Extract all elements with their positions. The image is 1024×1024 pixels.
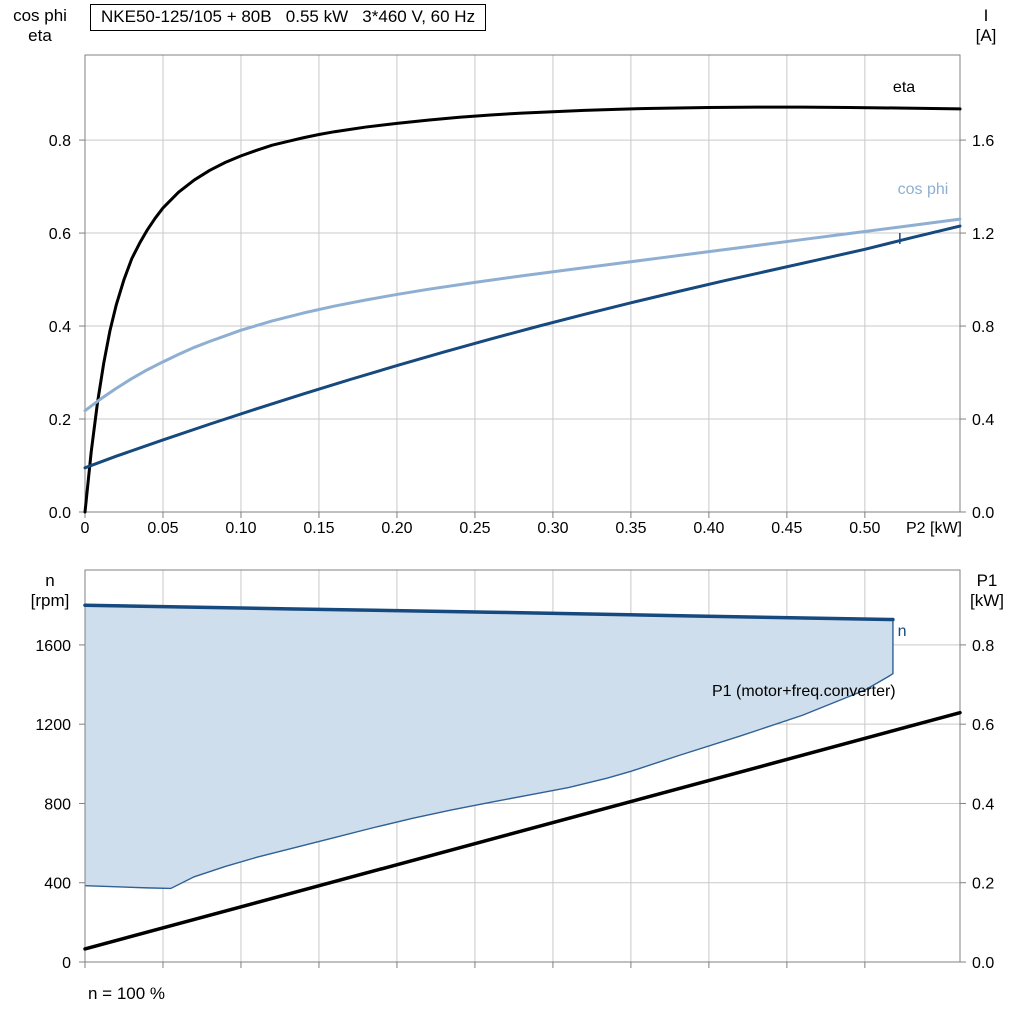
p1-axis-label-line2: [kW] <box>970 591 1004 610</box>
top-x-axis-unit-label: P2 [kW] <box>906 520 962 537</box>
top-x-tick-label: 0.05 <box>147 520 178 537</box>
top-annotation-cos-phi: cos phi <box>898 181 949 198</box>
speed-percent-note: n = 100 % <box>88 984 166 1003</box>
top-chart-left-axis-label: cos phi eta <box>4 6 76 46</box>
top-left-tick-label: 0.0 <box>49 505 71 522</box>
top-x-tick-label: 0.20 <box>381 520 412 537</box>
top-right-tick-label: 1.6 <box>972 133 994 150</box>
top-x-tick-label: 0.45 <box>771 520 802 537</box>
cos-phi-curve <box>83 217 962 413</box>
bottom-chart-right-axis-label: P1 [kW] <box>956 571 1018 611</box>
top-left-tick-label: 0.8 <box>49 133 71 150</box>
p1-motor-freq-converter-curve <box>83 710 962 951</box>
bottom-left-tick-label: 800 <box>44 796 71 813</box>
chart-title-box: NKE50-125/105 + 80B 0.55 kW 3*460 V, 60 … <box>90 4 487 31</box>
bottom-chart: 0 400 800 1200 1600 0.0 0.2 0.4 0.6 0.8 n P1 (motor… <box>35 569 994 972</box>
bottom-right-tick-label: 0.8 <box>972 638 994 655</box>
top-x-tick-label: 0.35 <box>615 520 646 537</box>
right-axis-label-line2: [A] <box>975 26 997 45</box>
top-x-tick-label: 0 <box>81 520 90 537</box>
p1-axis-label-line1: P1 <box>976 571 998 590</box>
top-x-tick-label: 0.15 <box>303 520 334 537</box>
bottom-tick-marks <box>79 644 966 968</box>
n-axis-label-line1: n <box>45 571 55 590</box>
top-x-tick-label: 0.10 <box>225 520 256 537</box>
right-axis-label-line1: I <box>983 6 989 25</box>
bottom-chart-left-axis-label: n [rpm] <box>14 571 86 611</box>
current-I-curve <box>83 224 962 470</box>
top-x-tick-label: 0.50 <box>849 520 880 537</box>
bottom-annotation-n: n <box>898 623 907 640</box>
bottom-right-tick-label: 0.2 <box>972 876 994 893</box>
top-right-tick-label: 0.4 <box>972 412 994 429</box>
top-right-tick-label: 0.0 <box>972 505 994 522</box>
speed-control-region-edge <box>84 619 894 890</box>
top-left-tick-label: 0.4 <box>49 319 71 336</box>
top-x-tick-label: 0.30 <box>537 520 568 537</box>
left-axis-label-line1: cos phi <box>13 6 67 25</box>
bottom-left-tick-label: 0 <box>62 955 71 972</box>
top-annotation-eta: eta <box>893 79 915 96</box>
top-frame <box>84 54 961 513</box>
top-annotation-i: I <box>898 231 902 248</box>
top-x-tick-label: 0.25 <box>459 520 490 537</box>
bottom-left-tick-label: 400 <box>44 876 71 893</box>
bottom-right-tick-label: 0.0 <box>972 955 994 972</box>
bottom-annotation-p1-motor-freq-converter-: P1 (motor+freq.converter) <box>712 683 896 700</box>
top-tick-marks <box>79 139 966 518</box>
bottom-right-tick-label: 0.6 <box>972 717 994 734</box>
top-grid <box>85 55 960 512</box>
top-left-tick-label: 0.6 <box>49 226 71 243</box>
eta-curve <box>83 105 962 514</box>
top-x-tick-label: 0.40 <box>693 520 724 537</box>
top-left-tick-label: 0.2 <box>49 412 71 429</box>
n-axis-label-line2: [rpm] <box>30 591 70 610</box>
bottom-left-tick-label: 1600 <box>35 638 71 655</box>
bottom-left-tick-label: 1200 <box>35 717 71 734</box>
top-right-tick-label: 1.2 <box>972 226 994 243</box>
left-axis-label-line2: eta <box>28 26 52 45</box>
top-right-tick-label: 0.8 <box>972 319 994 336</box>
speed-n-curve <box>83 603 895 622</box>
top-chart: 0 0.05 0.10 0.15 0.20 0.25 0.30 0.35 0.40 0.45 0.5… <box>49 54 994 537</box>
top-chart-right-axis-label: I [A] <box>956 6 1016 46</box>
bottom-right-tick-label: 0.4 <box>972 796 994 813</box>
bottom-frame <box>84 569 961 963</box>
speed-control-region-fill <box>85 605 893 889</box>
